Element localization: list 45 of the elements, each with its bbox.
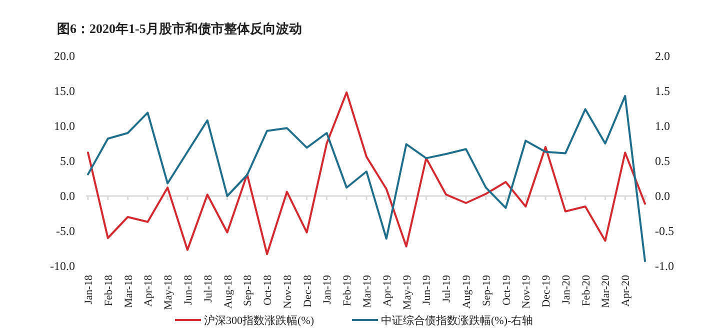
y-tick-label: 5.0 <box>60 154 75 168</box>
x-tick-label: Feb-19 <box>342 274 354 306</box>
x-tick-label: Jul-18 <box>202 274 214 302</box>
y-tick-label: 15.0 <box>54 84 75 98</box>
x-tick-label: Apr-20 <box>620 274 632 307</box>
x-tick-label: Oct-18 <box>262 274 274 306</box>
y-tick-label: -5.0 <box>56 224 75 238</box>
x-tick-label: Dec-18 <box>302 274 314 308</box>
x-tick-label: Feb-20 <box>580 274 592 306</box>
x-tick-label: Jun-19 <box>421 274 434 305</box>
x-tick-label: Mar-19 <box>362 274 374 308</box>
x-tick-label: Aug-18 <box>222 274 234 309</box>
y-tick-label: 20.0 <box>54 49 75 63</box>
y2-tick-label: -0.5 <box>655 224 674 238</box>
y2-tick-label: -1.0 <box>655 259 674 273</box>
x-tick-label: Apr-19 <box>381 274 394 307</box>
y2-tick-label: 0.5 <box>655 154 670 168</box>
x-tick-label: Jan-19 <box>322 274 334 304</box>
x-tick-label: Jan-20 <box>560 274 572 304</box>
x-tick-label: Mar-18 <box>122 274 135 308</box>
y-tick-label: 10.0 <box>54 119 75 133</box>
y2-tick-label: 1.5 <box>655 84 670 98</box>
x-tick-label: Jan-18 <box>83 274 95 304</box>
x-tick-label: Mar-20 <box>600 274 612 308</box>
y2-tick-label: 2.0 <box>655 49 670 63</box>
x-tick-label: Sep-18 <box>242 274 254 306</box>
legend-label: 中证综合债指数涨跌幅(%)-右轴 <box>381 314 534 327</box>
x-tick-label: Nov-18 <box>282 274 294 309</box>
x-tick-label: Apr-18 <box>142 274 155 307</box>
x-tick-label: May-18 <box>162 274 175 310</box>
x-tick-label: Sep-19 <box>480 274 493 306</box>
x-tick-label: Aug-19 <box>460 274 473 309</box>
x-tick-label: Feb-18 <box>102 274 115 306</box>
y2-tick-label: 0.0 <box>655 189 670 203</box>
chart-title: 图6：2020年1-5月股市和债市整体反向波动 <box>57 21 302 36</box>
x-tick-label: Jul-19 <box>441 274 454 302</box>
x-tick-label: Nov-19 <box>520 274 533 309</box>
y-tick-label: 0.0 <box>60 189 75 203</box>
x-tick-label: May-19 <box>401 274 414 310</box>
y-tick-label: -10.0 <box>50 259 75 273</box>
y2-tick-label: 1.0 <box>655 119 670 133</box>
x-tick-label: Oct-19 <box>500 274 513 306</box>
x-tick-label: Jun-18 <box>182 274 194 305</box>
x-tick-label: Dec-19 <box>540 274 553 308</box>
legend-label: 沪深300指数涨跌幅(%) <box>204 314 314 327</box>
